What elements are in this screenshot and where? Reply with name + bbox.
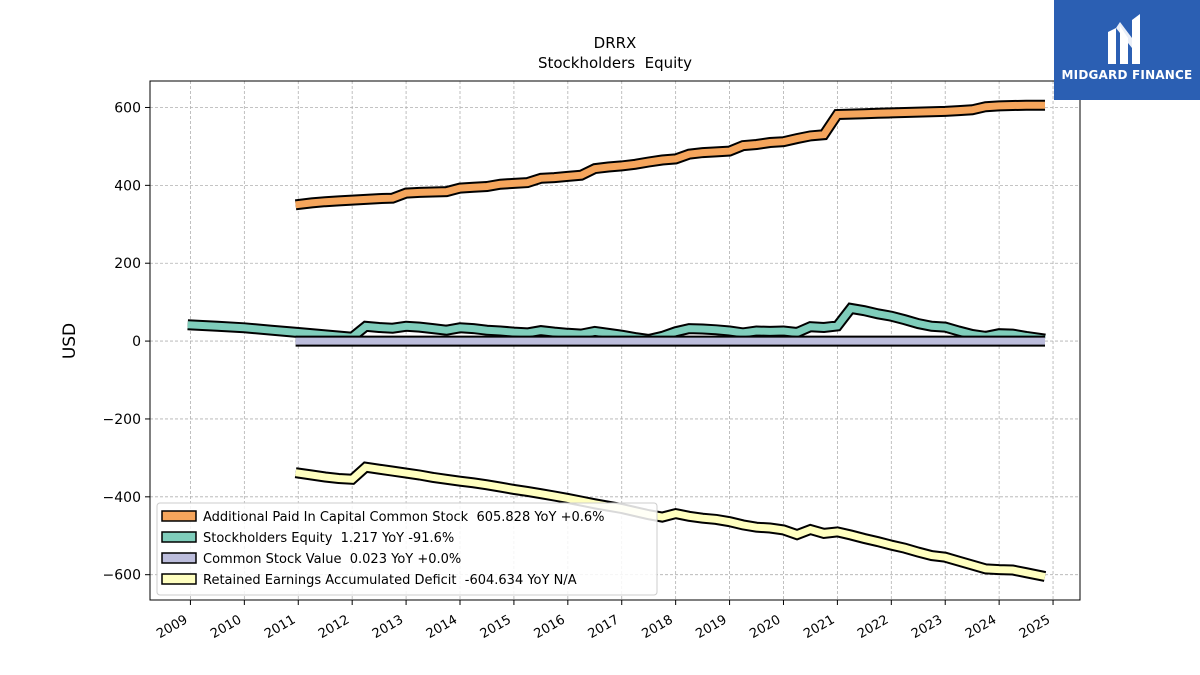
y-tick-label: 600: [114, 100, 141, 116]
y-tick-label: −400: [103, 490, 141, 506]
legend-entry: Retained Earnings Accumulated Deficit -6…: [203, 573, 577, 588]
y-tick-label: −200: [103, 412, 141, 428]
legend-swatch: [161, 510, 197, 522]
chart-subtitle: Stockholders Equity: [538, 54, 692, 72]
series-line: [295, 463, 1046, 580]
legend: Additional Paid In Capital Common Stock …: [156, 502, 658, 596]
x-tick-label: 2015: [478, 612, 514, 642]
y-tick-label: −600: [103, 568, 141, 584]
x-tick-label: 2016: [532, 612, 568, 642]
logo-mark-icon: [1108, 14, 1140, 64]
series-4: [294, 461, 1047, 582]
x-tick-label: 2009: [154, 612, 190, 642]
x-tick-label: 2018: [639, 612, 675, 642]
logo-text: MIDGARD FINANCE: [1061, 68, 1193, 82]
x-tick-label: 2020: [747, 612, 783, 642]
legend-entry: Additional Paid In Capital Common Stock …: [203, 510, 605, 525]
x-tick-label: 2010: [208, 612, 244, 642]
x-tick-label: 2024: [963, 612, 999, 642]
x-tick-label: 2012: [316, 612, 352, 642]
legend-box: [156, 502, 658, 596]
plot-frame: [149, 80, 1081, 601]
x-tick-label: 2025: [1017, 612, 1053, 642]
legend-entry: Common Stock Value 0.023 YoY +0.0%: [203, 552, 461, 567]
x-tick-label: 2022: [855, 612, 891, 642]
chart-title: DRRX: [594, 34, 637, 52]
x-tick-label: 2023: [909, 612, 945, 642]
x-tick-label: 2021: [801, 612, 837, 642]
x-tick-label: 2011: [262, 612, 298, 642]
y-axis-label: USD: [60, 323, 80, 359]
legend-swatch: [161, 573, 197, 585]
x-tick-label: 2019: [693, 612, 729, 642]
x-tick-label: 2014: [424, 612, 460, 642]
legend-swatch: [161, 552, 197, 564]
y-tick-label: 0: [132, 334, 141, 350]
y-tick-label: 400: [114, 178, 141, 194]
x-tick-label: 2017: [586, 612, 622, 642]
series-2: [187, 302, 1046, 346]
series-line: [187, 304, 1046, 344]
series-layer: [187, 99, 1047, 582]
legend-swatch: [161, 531, 197, 543]
y-tick-label: 200: [114, 256, 141, 272]
midgard-finance-logo: MIDGARD FINANCE: [1054, 0, 1200, 100]
series-line: [295, 101, 1046, 209]
legend-entry: Stockholders Equity 1.217 YoY -91.6%: [203, 531, 454, 546]
x-tick-label: 2013: [370, 612, 406, 642]
series-1: [294, 99, 1046, 211]
